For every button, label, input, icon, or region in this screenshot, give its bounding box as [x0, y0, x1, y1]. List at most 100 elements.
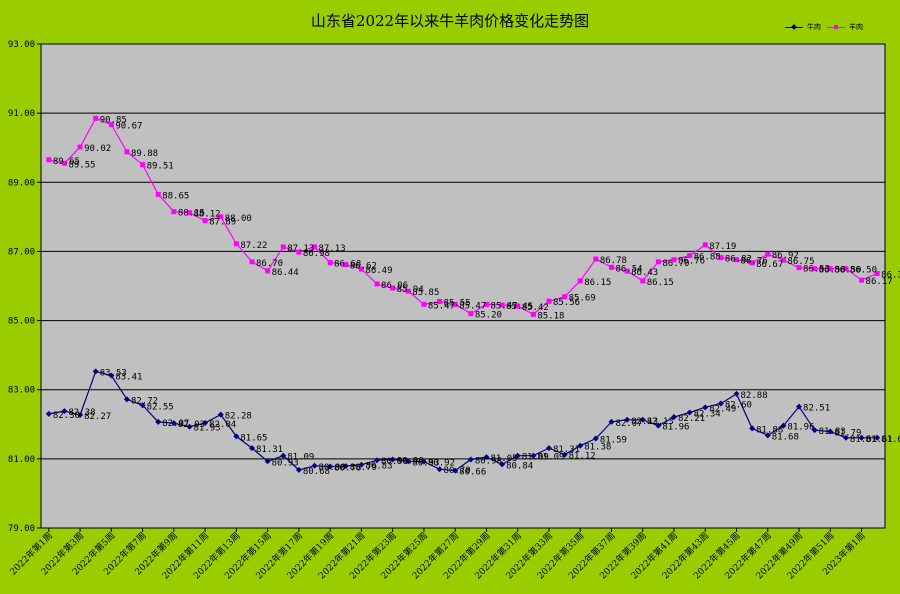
data-label: 82.21 — [678, 414, 705, 424]
data-point — [217, 411, 224, 418]
data-point — [202, 419, 209, 426]
data-label: 81.79 — [834, 429, 861, 439]
data-label: 88.65 — [162, 191, 189, 201]
data-label: 90.85 — [100, 115, 127, 125]
data-label: 82.07 — [162, 419, 189, 429]
data-label: 89.55 — [68, 160, 95, 170]
data-point — [671, 257, 677, 263]
data-point — [734, 257, 740, 263]
data-label: 80.98 — [475, 457, 502, 467]
data-label: 90.02 — [84, 144, 111, 154]
data-label: 81.09 — [537, 453, 564, 463]
data-label: 88.00 — [225, 214, 252, 224]
y-tick-label: 93.00 — [8, 40, 35, 50]
data-point — [374, 281, 380, 287]
data-point — [77, 411, 84, 418]
data-point — [77, 144, 83, 150]
data-label: 82.28 — [225, 412, 252, 422]
data-point — [420, 458, 427, 465]
data-label: 81.12 — [569, 452, 596, 462]
data-point — [639, 416, 646, 423]
data-label: 81.61 — [866, 435, 893, 445]
y-tick-label: 91.00 — [8, 109, 35, 119]
data-point — [577, 442, 584, 449]
data-point — [640, 278, 646, 284]
data-label: 80.83 — [365, 462, 392, 472]
data-label: 87.89 — [209, 218, 236, 228]
data-point — [796, 403, 803, 410]
data-point — [108, 372, 115, 379]
data-label: 86.70 — [662, 259, 689, 269]
data-label: 81.31 — [256, 445, 283, 455]
data-point — [437, 299, 443, 305]
data-point — [123, 396, 130, 403]
data-label: 87.19 — [709, 242, 736, 252]
data-point — [233, 433, 240, 440]
data-point — [124, 149, 130, 155]
data-point — [108, 122, 114, 128]
legend: 牛肉 羊肉 — [785, 22, 867, 36]
data-point — [249, 445, 255, 452]
data-label: 80.93 — [412, 458, 439, 468]
data-point — [405, 288, 411, 294]
data-point — [61, 160, 67, 166]
data-label: 80.92 — [428, 459, 455, 469]
data-point — [93, 115, 99, 121]
data-point — [765, 251, 771, 257]
data-label: 82.49 — [709, 404, 736, 414]
data-point — [686, 409, 693, 416]
data-label: 80.78 — [334, 463, 361, 473]
data-point — [467, 456, 474, 463]
data-label: 85.42 — [522, 303, 549, 313]
data-point — [468, 311, 474, 317]
data-point — [624, 268, 630, 274]
data-point — [358, 266, 364, 272]
data-point — [374, 457, 381, 464]
data-point — [749, 425, 756, 432]
data-label: 82.55 — [147, 402, 174, 412]
data-label: 82.60 — [725, 401, 752, 411]
data-point — [155, 191, 161, 197]
data-point — [295, 466, 302, 473]
data-point — [827, 428, 834, 435]
data-label: 89.88 — [131, 149, 158, 159]
data-point — [405, 458, 412, 465]
data-label: 86.68 — [334, 259, 361, 269]
y-tick-label: 81.00 — [8, 455, 35, 465]
data-point — [842, 434, 849, 441]
data-label: 86.88 — [694, 253, 721, 263]
data-point — [718, 255, 724, 261]
data-label: 85.47 — [459, 301, 486, 311]
data-point — [702, 242, 708, 248]
data-point — [733, 390, 740, 397]
data-label: 85.56 — [553, 298, 580, 308]
data-label: 82.07 — [615, 419, 642, 429]
data-point — [170, 420, 177, 427]
data-point — [780, 422, 787, 429]
data-point — [436, 466, 443, 473]
data-point — [545, 445, 552, 452]
data-point — [796, 265, 802, 271]
data-point — [624, 416, 631, 423]
data-label: 83.41 — [115, 373, 142, 383]
data-label: 81.68 — [772, 432, 799, 442]
data-point — [233, 241, 239, 247]
data-label: 86.76 — [678, 257, 705, 267]
data-point — [874, 271, 880, 277]
data-point — [843, 266, 849, 272]
data-point — [499, 302, 505, 308]
data-label: 86.36 — [881, 271, 900, 281]
data-point — [655, 422, 662, 429]
data-point — [561, 451, 568, 458]
data-point — [483, 301, 489, 307]
data-label: 89.51 — [147, 162, 174, 172]
data-point — [155, 418, 162, 425]
data-point — [61, 408, 68, 415]
data-point — [311, 462, 318, 469]
data-label: 86.15 — [647, 278, 674, 288]
data-point — [452, 301, 458, 307]
data-label: 86.67 — [756, 260, 783, 270]
data-point — [280, 452, 287, 459]
data-label: 82.38 — [68, 408, 95, 418]
data-point — [530, 311, 536, 317]
